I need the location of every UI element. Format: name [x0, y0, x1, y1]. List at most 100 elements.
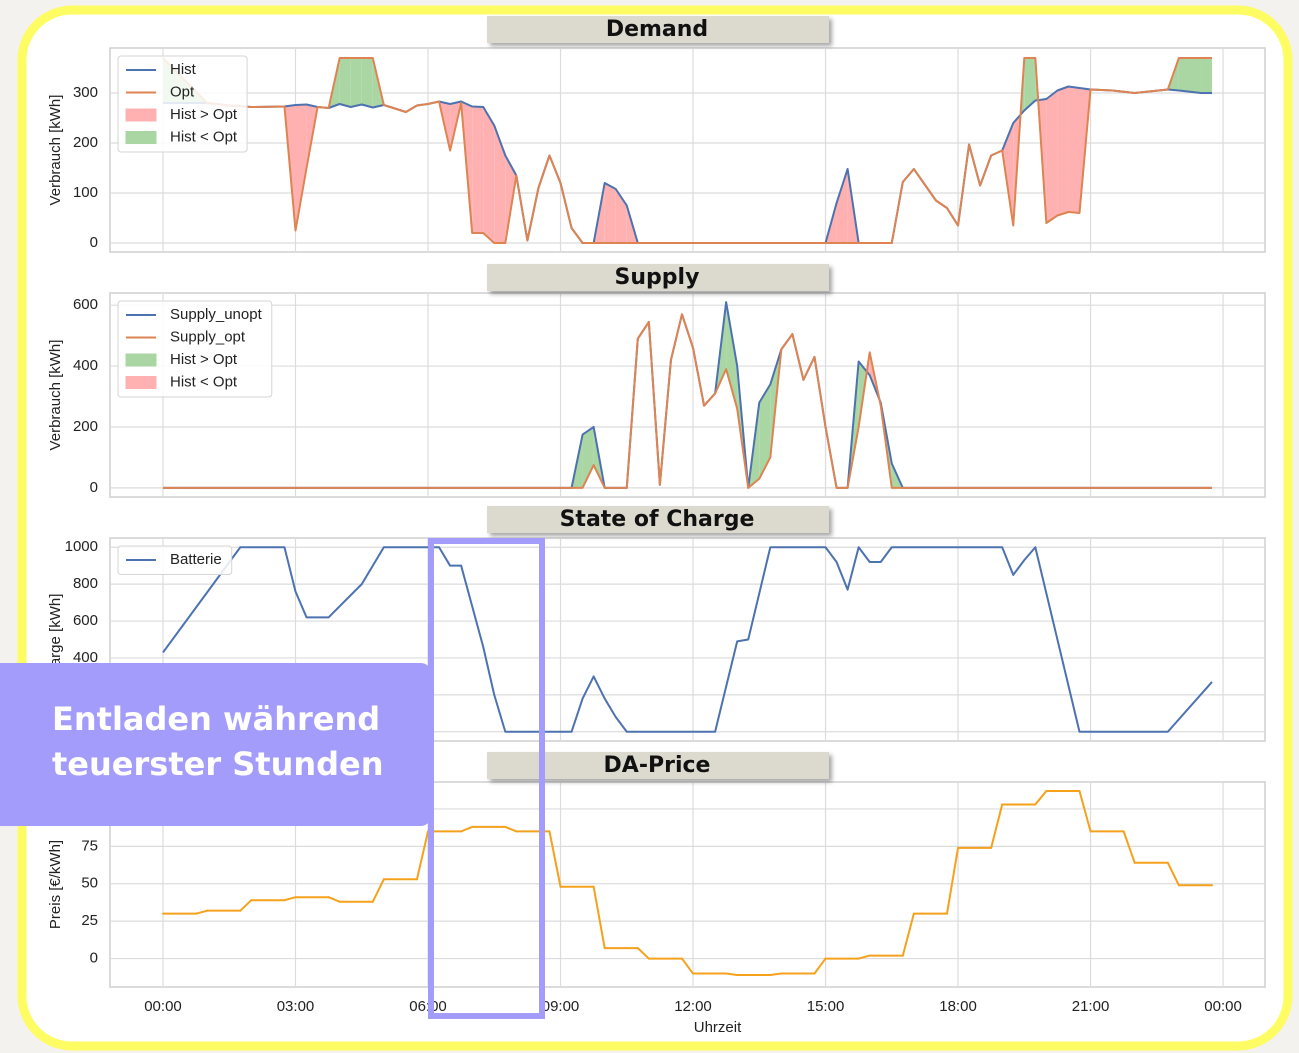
chart-title: State of Charge [560, 507, 755, 532]
legend-label: Hist [170, 61, 197, 78]
x-tick-label: 03:00 [277, 998, 315, 1015]
legend-label: Supply_unopt [170, 306, 263, 323]
y-tick-label: 200 [73, 418, 98, 435]
legend-box [117, 545, 233, 575]
step-connector [283, 896, 297, 902]
charts: 0 100 200 300 Verbrauch [kWh] Hist Opt Hist > O… [47, 16, 1266, 1036]
legend-patch [125, 131, 157, 144]
x-tick-label: 00:00 [144, 998, 182, 1015]
highlight-box [428, 538, 545, 1019]
title-box [487, 264, 829, 291]
x-tick-label: 09:00 [542, 998, 580, 1015]
step-connector [415, 830, 430, 881]
y-tick-label: 300 [73, 84, 98, 101]
legend-box [117, 300, 273, 398]
fill-between [1002, 123, 1014, 226]
y-tick-label: 600 [73, 612, 98, 629]
fill-between [582, 426, 594, 488]
step-connector [195, 909, 209, 915]
x-tick-label: 00:00 [1204, 998, 1242, 1015]
title-box [487, 16, 829, 43]
step-connector [680, 957, 695, 975]
callout-box [0, 663, 430, 826]
chart-title: Supply [615, 265, 700, 290]
callout: Entladen während teuerster Stunden [0, 538, 545, 1019]
y-axis-label: Preis [€/kWh] [47, 840, 64, 929]
line [163, 85, 1212, 244]
fill-between [1200, 58, 1212, 93]
step-connector [592, 885, 606, 950]
y-tick-label: 800 [73, 575, 98, 592]
step-connector [1078, 789, 1092, 833]
legend: Batterie [117, 545, 233, 575]
fill-between [836, 169, 848, 243]
fill-between [604, 183, 616, 243]
chart-title: Demand [606, 17, 708, 42]
legend-patch [125, 376, 157, 389]
fill-between [726, 302, 738, 409]
step-connector [901, 912, 915, 957]
y-tick-label: 600 [73, 296, 98, 313]
step-connector [371, 878, 385, 903]
legend-label: Supply_opt [170, 328, 246, 345]
step-connector [813, 957, 827, 975]
step-connector [239, 899, 253, 912]
fill-between [759, 384, 771, 479]
y-axis-label: Verbrauch [kWh] [47, 95, 64, 206]
fill-between [472, 106, 484, 233]
x-axis-label: Uhrzeit [694, 1019, 742, 1036]
fill-between [339, 58, 351, 107]
legend-label: Hist < Opt [170, 128, 238, 145]
legend: Hist Opt Hist > Opt Hist < Opt [117, 55, 248, 153]
legend-box [117, 55, 248, 153]
x-tick-label: 15:00 [807, 998, 845, 1015]
y-tick-label: 75 [81, 837, 98, 854]
fill-between [1024, 58, 1036, 111]
plot-area [109, 292, 1266, 498]
step-connector [769, 972, 783, 977]
x-tick-label: 21:00 [1072, 998, 1110, 1015]
x-tick-label: 18:00 [939, 998, 977, 1015]
step-connector [1122, 830, 1136, 864]
step-connector [327, 896, 341, 903]
fill-between [1068, 86, 1080, 213]
fill-between [494, 125, 506, 243]
y-tick-label: 0 [90, 234, 98, 251]
legend-label: Batterie [170, 551, 222, 568]
step-connector [636, 947, 650, 960]
fill-between [1046, 90, 1058, 223]
x-tick-label: 12:00 [674, 998, 712, 1015]
y-tick-label: 200 [73, 134, 98, 151]
line [162, 546, 1213, 733]
step-connector [1034, 789, 1048, 806]
chart-title: DA-Price [604, 753, 711, 778]
step-connector [857, 954, 871, 960]
y-axis-label: Charge [kWh] [47, 594, 64, 686]
legend-label: Hist > Opt [170, 351, 238, 368]
fill-between [361, 58, 373, 108]
y-tick-label: 400 [73, 357, 98, 374]
step-connector [460, 825, 474, 833]
line [162, 57, 1212, 244]
title-box [487, 506, 829, 533]
line [163, 313, 1212, 489]
step-connector [945, 846, 960, 915]
legend: Supply_unopt Supply_opt Hist > Opt Hist < O… [117, 300, 273, 398]
step-connector [504, 825, 518, 833]
y-tick-label: 100 [73, 184, 98, 201]
y-axis-label: Verbrauch [kWh] [47, 340, 64, 451]
step-connector [990, 803, 1004, 849]
fill-between [350, 58, 362, 107]
step-connector [725, 972, 739, 977]
legend-label: Hist < Opt [170, 373, 238, 390]
y-tick-label: 50 [81, 875, 98, 892]
callout-text: teuerster Stunden [52, 745, 384, 783]
y-tick-label: 25 [81, 912, 98, 929]
legend-label: Opt [170, 83, 195, 100]
fill-between [1057, 86, 1069, 216]
plot-area [109, 47, 1266, 253]
y-tick-label: 1000 [65, 538, 98, 555]
fill-between [295, 104, 307, 231]
callout-text: Entladen während [52, 700, 380, 738]
